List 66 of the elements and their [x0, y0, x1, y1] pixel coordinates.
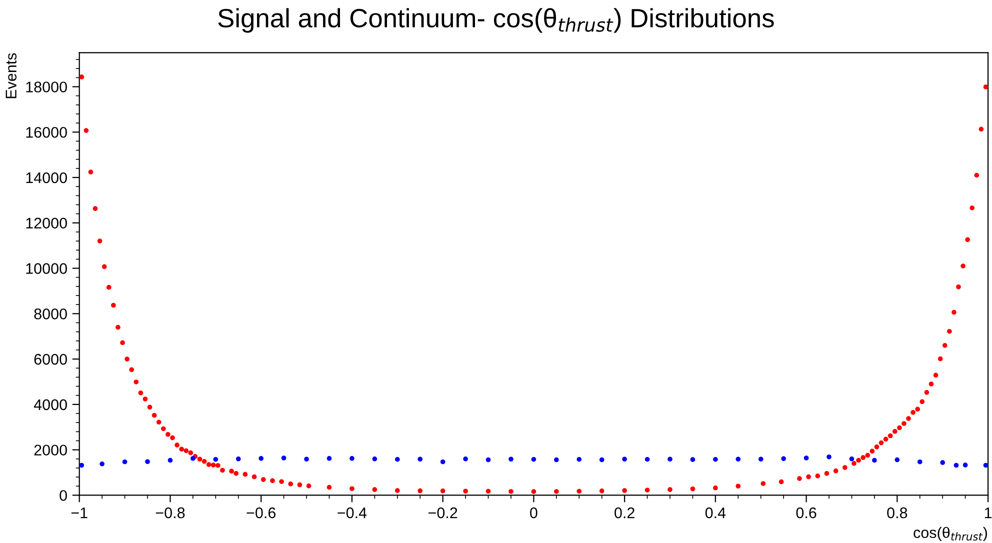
point	[894, 457, 900, 462]
point	[213, 456, 218, 462]
point	[940, 460, 946, 465]
point	[326, 456, 332, 461]
point	[954, 462, 959, 468]
x-tick-label: −0.4	[338, 507, 367, 518]
point	[758, 456, 764, 462]
point	[258, 456, 264, 461]
point	[190, 456, 196, 461]
point	[849, 456, 854, 462]
point	[463, 456, 468, 462]
y-tick-label: 16000	[26, 126, 67, 138]
point	[440, 459, 446, 464]
point	[531, 456, 536, 462]
point	[508, 456, 514, 462]
point	[168, 458, 173, 463]
point	[962, 462, 968, 468]
point	[304, 456, 309, 462]
y-tick-label: 18000	[26, 82, 67, 92]
y-tick-label: 12000	[26, 218, 67, 229]
x-tick-label: 1	[984, 508, 992, 518]
x-tick-label: −0.8	[156, 507, 185, 518]
point	[350, 456, 354, 461]
point	[599, 457, 604, 462]
point	[281, 456, 286, 460]
x-axis-title: cos(θ$_{thrust}$)	[914, 526, 987, 542]
point	[781, 456, 786, 462]
point	[372, 456, 378, 462]
y-tick-label: 6000	[34, 354, 67, 365]
y-tick-label: 4000	[34, 399, 67, 410]
point	[872, 458, 877, 463]
x-tick-label: 0.2	[614, 507, 634, 518]
point	[100, 461, 104, 466]
y-tick-label: 8000	[34, 308, 67, 320]
point	[983, 462, 988, 468]
point	[644, 456, 650, 462]
point	[668, 456, 672, 462]
point	[554, 457, 559, 462]
point	[917, 459, 922, 464]
point	[418, 456, 423, 462]
point	[736, 456, 741, 462]
point	[713, 456, 718, 462]
chart-title: Signal and Continuum- cos(θ$_{thrust}$) Distributions	[218, 8, 774, 33]
y-axis-title: Events	[6, 53, 16, 98]
y-tick-label: 10000	[26, 263, 67, 274]
point	[236, 456, 241, 462]
point	[145, 459, 150, 464]
x-tick-label: −1	[71, 508, 88, 518]
point	[826, 454, 832, 460]
x-tick-label: −0.2	[428, 507, 458, 518]
x-tick-label: 0.6	[796, 507, 816, 518]
y-tick-label: 14000	[26, 172, 67, 184]
x-tick-label: 0	[530, 507, 538, 518]
point	[122, 459, 128, 464]
point	[622, 456, 627, 462]
point	[79, 462, 84, 468]
point	[394, 456, 400, 462]
point	[486, 457, 491, 462]
y-tick-label: 0	[60, 490, 67, 501]
x-tick-label: 0.4	[705, 507, 726, 518]
point	[690, 457, 696, 462]
point	[804, 456, 809, 460]
point	[576, 456, 582, 462]
y-tick-label: 2000	[34, 444, 67, 456]
x-tick-label: 0.8	[887, 507, 908, 518]
x-tick-label: −0.6	[246, 507, 276, 518]
